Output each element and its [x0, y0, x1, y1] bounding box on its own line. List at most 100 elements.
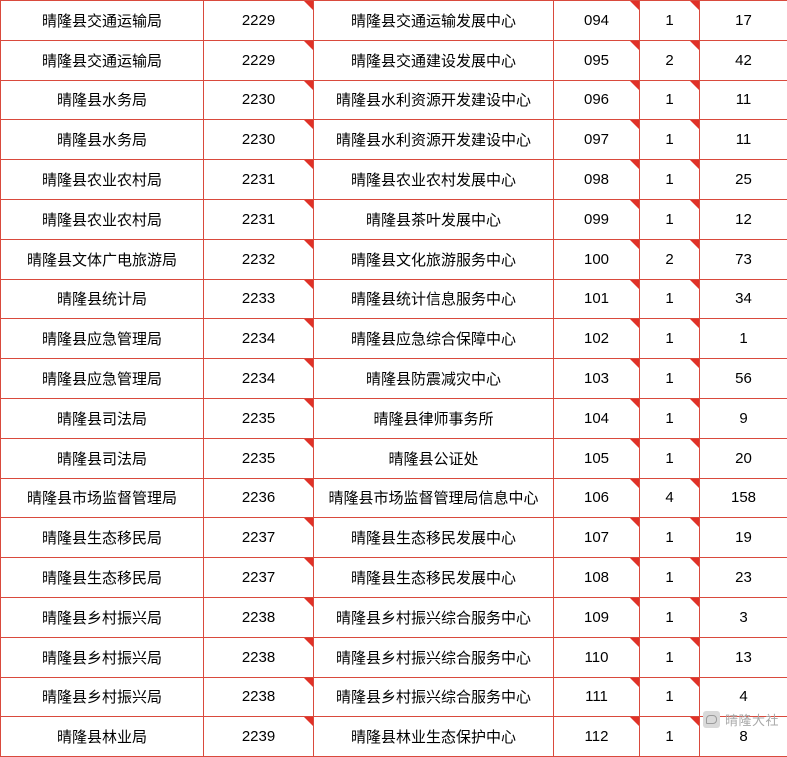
cell-unit-name: 晴隆县林业生态保护中心 [314, 717, 554, 757]
cell-unit-name: 晴隆县水利资源开发建设中心 [314, 120, 554, 160]
cell-department-code: 2237 [204, 558, 314, 598]
comment-marker-icon [630, 399, 639, 408]
comment-marker-icon [690, 280, 699, 289]
cell-count-1: 1 [640, 398, 700, 438]
cell-department: 晴隆县生态移民局 [1, 558, 204, 598]
cell-unit-code: 098 [554, 160, 640, 200]
cell-department-code: 2238 [204, 637, 314, 677]
cell-unit-code: 099 [554, 199, 640, 239]
cell-unit-name: 晴隆县生态移民发展中心 [314, 518, 554, 558]
cell-count-1: 1 [640, 1, 700, 41]
cell-count-1: 1 [640, 717, 700, 757]
cell-unit-name: 晴隆县交通建设发展中心 [314, 40, 554, 80]
cell-unit-code: 106 [554, 478, 640, 518]
cell-count-2: 19 [700, 518, 787, 558]
cell-unit-name: 晴隆县乡村振兴综合服务中心 [314, 637, 554, 677]
comment-marker-icon [690, 439, 699, 448]
cell-count-2: 13 [700, 637, 787, 677]
cell-unit-code: 112 [554, 717, 640, 757]
cell-department-code: 2234 [204, 359, 314, 399]
cell-count-2: 56 [700, 359, 787, 399]
comment-marker-icon [630, 598, 639, 607]
cell-department-code: 2230 [204, 80, 314, 120]
cell-count-1: 1 [640, 558, 700, 598]
comment-marker-icon [304, 319, 313, 328]
comment-marker-icon [630, 319, 639, 328]
cell-count-2: 17 [700, 1, 787, 41]
cell-count-2: 8 [700, 717, 787, 757]
cell-department: 晴隆县乡村振兴局 [1, 677, 204, 717]
cell-count-1: 1 [640, 438, 700, 478]
comment-marker-icon [690, 518, 699, 527]
cell-department: 晴隆县司法局 [1, 398, 204, 438]
cell-count-1: 1 [640, 637, 700, 677]
cell-unit-code: 105 [554, 438, 640, 478]
comment-marker-icon [304, 638, 313, 647]
cell-count-1: 2 [640, 239, 700, 279]
cell-count-2: 158 [700, 478, 787, 518]
cell-unit-name: 晴隆县公证处 [314, 438, 554, 478]
comment-marker-icon [630, 479, 639, 488]
comment-marker-icon [690, 319, 699, 328]
comment-marker-icon [630, 359, 639, 368]
cell-count-1: 1 [640, 597, 700, 637]
comment-marker-icon [304, 717, 313, 726]
comment-marker-icon [304, 439, 313, 448]
comment-marker-icon [304, 280, 313, 289]
cell-unit-code: 096 [554, 80, 640, 120]
cell-count-2: 12 [700, 199, 787, 239]
cell-department-code: 2233 [204, 279, 314, 319]
cell-count-2: 42 [700, 40, 787, 80]
cell-count-2: 11 [700, 120, 787, 160]
cell-unit-code: 103 [554, 359, 640, 399]
cell-unit-code: 095 [554, 40, 640, 80]
cell-unit-name: 晴隆县统计信息服务中心 [314, 279, 554, 319]
cell-count-2: 73 [700, 239, 787, 279]
cell-department-code: 2234 [204, 319, 314, 359]
cell-count-1: 1 [640, 120, 700, 160]
cell-department: 晴隆县应急管理局 [1, 319, 204, 359]
comment-marker-icon [630, 717, 639, 726]
comment-marker-icon [304, 240, 313, 249]
comment-marker-icon [690, 359, 699, 368]
comment-marker-icon [690, 160, 699, 169]
cell-department-code: 2229 [204, 1, 314, 41]
cell-unit-code: 097 [554, 120, 640, 160]
comment-marker-icon [630, 120, 639, 129]
cell-unit-code: 101 [554, 279, 640, 319]
cell-unit-name: 晴隆县乡村振兴综合服务中心 [314, 677, 554, 717]
cell-unit-name: 晴隆县应急综合保障中心 [314, 319, 554, 359]
cell-count-2: 4 [700, 677, 787, 717]
cell-department: 晴隆县水务局 [1, 120, 204, 160]
comment-marker-icon [630, 160, 639, 169]
comment-marker-icon [304, 359, 313, 368]
cell-unit-code: 094 [554, 1, 640, 41]
comment-marker-icon [630, 81, 639, 90]
cell-unit-code: 102 [554, 319, 640, 359]
cell-unit-name: 晴隆县文化旅游服务中心 [314, 239, 554, 279]
comment-marker-icon [630, 638, 639, 647]
cell-department-code: 2235 [204, 438, 314, 478]
comment-marker-icon [304, 678, 313, 687]
cell-count-1: 1 [640, 80, 700, 120]
cell-unit-name: 晴隆县防震减灾中心 [314, 359, 554, 399]
comment-marker-icon [690, 81, 699, 90]
cell-department-code: 2232 [204, 239, 314, 279]
comment-marker-icon [630, 518, 639, 527]
cell-unit-name: 晴隆县生态移民发展中心 [314, 558, 554, 598]
cell-count-2: 1 [700, 319, 787, 359]
cell-count-1: 4 [640, 478, 700, 518]
cell-count-1: 1 [640, 677, 700, 717]
comment-marker-icon [304, 399, 313, 408]
